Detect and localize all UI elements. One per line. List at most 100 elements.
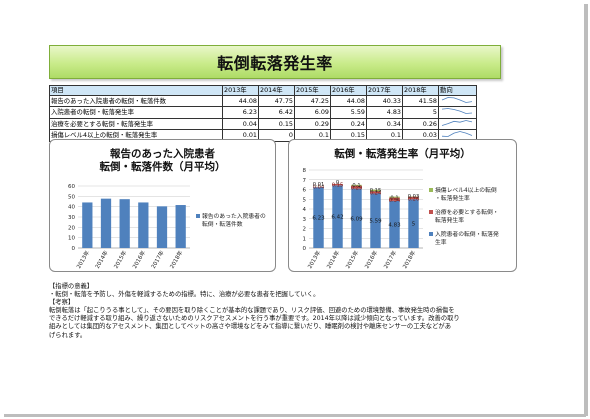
y-tick-label: 0 [72,246,76,252]
data-label: 0.01 [313,182,325,188]
x-tick-label: 2018年 [168,249,185,270]
y-tick-label: 0 [303,246,307,252]
y-tick-label: 8 [303,168,307,174]
table-row: 損傷レベル4以上の転倒・転落発生率 0.01 0 0.1 0.15 0.1 0.03 [49,129,477,142]
data-label: 0.03 [408,194,420,200]
trend-sparkline [438,94,477,108]
legend-label: 治療を必要とする転倒・ [435,208,499,216]
bar [370,189,381,192]
row-value: 0.26 [402,117,439,131]
y-tick-label: 5 [303,197,307,203]
data-label: 0.1 [352,183,360,189]
row-value: 44.08 [330,94,367,108]
legend-label: 報告のあった入院患者の [202,212,266,220]
legend-label: 生率 [435,238,447,246]
row-value: 0.15 [258,117,295,131]
notes-body-discussion: 転倒転落は「起こりうる事として」、その要因を取り除くことが基本的な課題であり、リ… [49,307,460,339]
bar [389,200,400,248]
notes-heading-discussion: 【考察】 [49,299,75,307]
header-year: 2018年 [402,85,439,96]
x-tick-label: 2014年 [93,249,110,270]
bar [82,202,93,248]
legend-label: 入院患者の転倒・転落発 [435,230,499,238]
data-label: 0 [336,180,339,186]
bar [175,205,186,248]
bar [408,199,419,248]
chart1-title-line2: 転倒・転落件数（月平均） [99,161,226,173]
bar [389,197,400,201]
page-shadow-right [584,4,588,416]
legend-swatch [196,214,200,218]
row-label: 入院患者の転倒・転落発生率 [49,106,223,119]
table-row: 治療を必要とする転倒・転落発生率 0.04 0.15 0.29 0.24 0.34 0.26 [49,117,477,131]
notes-heading-significance: 【指標の意義】 [49,283,94,290]
data-label: 6.09 [350,216,363,222]
row-value: 41.58 [402,94,439,108]
table-row: 報告のあった入院患者の転倒・転落件数 44.08 47.75 47.25 44.08 40… [49,94,477,108]
y-tick-label: 1 [303,236,307,242]
row-value: 0.34 [366,117,403,131]
header-item: 項目 [49,85,223,96]
row-value: 47.75 [258,94,295,108]
row-value: 6.42 [258,106,295,119]
bar [100,198,112,248]
legend-label: ・転落発生率 [435,194,470,202]
header-year: 2015年 [294,85,331,96]
chart1-title-line1: 報告のあった入院患者 [110,148,215,160]
bar [351,184,362,186]
bar [119,199,130,248]
header-year: 2016年 [330,85,367,96]
x-tick-label: 2014年 [325,249,342,270]
row-value: 6.09 [294,106,331,119]
indicator-table: 項目 2013年 2014年 2015年 2016年 2017年 2018年 動… [49,85,477,142]
page-shadow-bottom [4,414,586,417]
sparkline-line [441,119,473,126]
x-tick-label: 2013年 [306,249,323,270]
bar [351,188,362,248]
trend-sparkline [438,117,477,131]
row-label: 治療を必要とする転倒・転落発生率 [49,117,223,131]
y-tick-label: 6 [303,188,307,194]
chart-fall-rate: 転倒・転落発生率（月平均） 0 1 2 3 4 5 6 7 8 2013年 2014年 2015年 20… [288,139,517,272]
page-title: 転倒転落発生率 [217,54,333,73]
y-tick-label: 3 [303,217,307,223]
row-value: 44.08 [222,94,259,108]
bar [370,191,381,194]
header-year: 2017年 [366,85,403,96]
row-value: 0.24 [330,117,367,131]
bar [370,193,381,248]
row-label: 報告のあった入院患者の転倒・転落件数 [49,94,223,108]
data-label: 4.83 [388,222,401,228]
chart2-title: 転倒・転落発生率（月平均） [334,148,471,160]
y-tick-label: 10 [68,236,75,242]
sparkline-svg [441,131,473,138]
header-year: 2013年 [222,85,259,96]
y-tick-label: 60 [68,184,75,190]
x-tick-label: 2018年 [401,249,418,270]
bar [313,187,324,248]
legend-swatch [429,188,433,192]
title-banner: 転倒転落発生率 [49,45,501,79]
x-tick-label: 2016年 [130,249,147,270]
header-trend: 動向 [438,85,477,96]
bar [138,202,149,248]
sparkline-svg [441,119,473,126]
row-value: 0 [258,129,295,142]
row-value: 0.29 [294,117,331,131]
bar [332,185,343,248]
legend-label: 損傷レベル4以上の転倒 [435,186,497,194]
data-label: 6.42 [331,215,343,221]
data-label: 0.26 [408,196,420,202]
legend-label: 転倒・転落件数 [202,220,243,228]
notes-body-significance: ・転倒・転落を予防し、外傷を軽減するための指標。特に、治療が必要な患者を把握して… [49,291,320,299]
bar [351,185,362,189]
data-label: 0.04 [313,184,325,190]
x-tick-label: 2017年 [149,249,166,270]
data-label: 0.15 [370,188,382,194]
data-label: 0.15 [332,182,344,188]
data-label: 0.1 [390,195,398,201]
data-label: 0.29 [351,186,363,192]
x-tick-label: 2015年 [112,249,129,270]
data-label: 5 [412,222,416,228]
